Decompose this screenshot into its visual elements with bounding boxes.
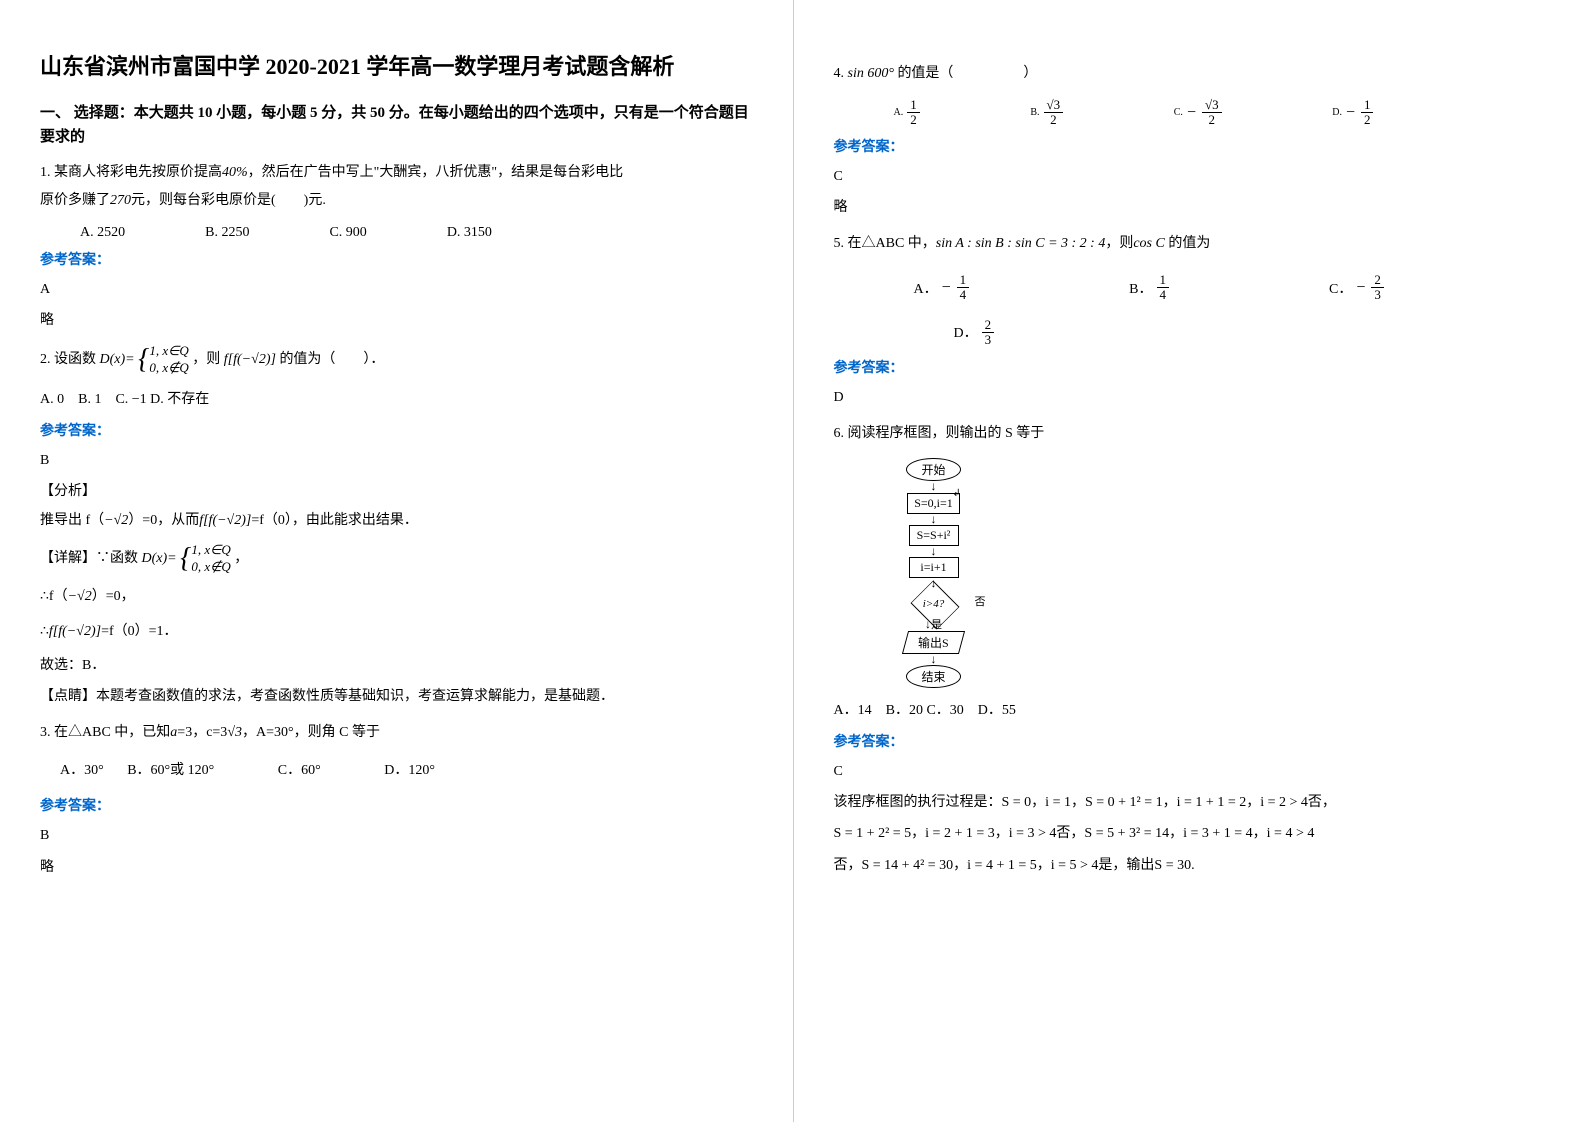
q1-brief: 略	[40, 308, 753, 333]
q2-conclusion: 故选：B．	[40, 653, 753, 678]
q3-answer-label: 参考答案：	[40, 795, 753, 815]
q5-answer: D	[834, 385, 1548, 410]
q1-text-b: ，然后在广告中写上"大酬宾，八折优惠"，结果是每台彩电比	[248, 165, 623, 180]
q2-prefix: 2. 设函数	[40, 352, 96, 367]
q2-therefore-1: ∴f（−√2）=0，	[40, 584, 753, 611]
flowchart: 开始 ↓ S=0,i=1 ↲ ↓ S=S+i² ↓ i=i+1 ↓ i>4? 否…	[864, 458, 1004, 688]
q5-opt-d: D． 23	[954, 318, 995, 348]
q3-opt-b: B．60°或 120°	[127, 763, 214, 778]
q5-opt-c: C． − 23	[1329, 273, 1384, 303]
q2-mid: ，则	[192, 352, 220, 367]
q5-options-row2: D． 23	[954, 318, 1548, 348]
document-title: 山东省滨州市富国中学 2020-2021 学年高一数学理月考试题含解析	[40, 50, 753, 83]
q6-exec-c: 否，S = 14 + 4² = 30，i = 4 + 1 = 5，i = 5 >…	[834, 853, 1548, 878]
q2-suffix: 的值为（ ）．	[279, 352, 384, 367]
flow-no-label: 否	[975, 593, 986, 609]
q2-comment: 【点睛】本题考查函数值的求法，考查函数性质等基础知识，考查运算求解能力，是基础题…	[40, 684, 753, 709]
q3-brief: 略	[40, 855, 753, 880]
question-2: 2. 设函数 D(x)= { 1, x∈Q 0, x∉Q ，则 f[f(−√2)…	[40, 343, 753, 377]
flow-step: S=S+i²	[909, 525, 959, 546]
q2-analysis-label: 【分析】	[40, 480, 753, 500]
q3-answer: B	[40, 823, 753, 848]
q4-opt-a: A. 12	[894, 98, 920, 128]
q2-deduce: 推导出 f（−√2）=0，从而f[f(−√2)]=f（0），由此能求出结果．	[40, 508, 753, 535]
q2-dfunc-2: D(x)= { 1, x∈Q 0, x∉Q	[142, 551, 235, 566]
arrow-icon: ↓	[864, 656, 1004, 663]
q2-options: A. 0 B. 1 C. −1 D. 不存在	[40, 387, 753, 412]
q4-opt-c: C. − √32	[1174, 98, 1222, 128]
q5-opt-b: B． 14	[1129, 273, 1169, 303]
question-4: 4. sin 600° 的值是（ ）	[834, 60, 1548, 88]
q2-fexpr: f[f(−√2)]	[224, 352, 276, 367]
q4-answer: C	[834, 164, 1548, 189]
q3-opt-c: C．60°	[278, 763, 321, 778]
arrow-icon: ↓	[864, 548, 1004, 555]
flow-yes-label: 是	[931, 619, 942, 631]
q2-therefore-2: ∴f[f(−√2)]=f（0）=1．	[40, 619, 753, 646]
q6-exec-b: S = 1 + 2² = 5，i = 2 + 1 = 3，i = 3 > 4否，…	[834, 821, 1548, 846]
q4-answer-label: 参考答案：	[834, 136, 1548, 156]
piecewise-icon: { 1, x∈Q 0, x∉Q	[138, 343, 189, 377]
flow-cond: i>4?	[904, 589, 964, 619]
q1-text-a: 1. 某商人将彩电先按原价提高	[40, 165, 222, 180]
right-page: 4. sin 600° 的值是（ ） A. 12 B. √32 C. − √32…	[794, 0, 1587, 1122]
q1-opt-c: C. 900	[329, 225, 366, 241]
q4-options: A. 12 B. √32 C. − √32 D. − 12	[834, 98, 1394, 128]
q4-opt-d: D. − 12	[1332, 98, 1373, 128]
piecewise-icon-2: { 1, x∈Q 0, x∉Q	[180, 542, 231, 576]
arrow-icon: ↓	[864, 483, 1004, 490]
q1-answer-label: 参考答案：	[40, 249, 753, 269]
flow-start: 开始	[906, 458, 960, 481]
q1-opt-a: A. 2520	[80, 225, 125, 241]
section-heading: 一、 选择题：本大题共 10 小题，每小题 5 分，共 50 分。在每小题给出的…	[40, 101, 753, 149]
q4-opt-b: B. √32	[1030, 98, 1063, 128]
flow-end: 结束	[906, 665, 960, 688]
q3-options: A．30° B．60°或 120° C．60° D．120°	[40, 757, 753, 785]
left-page: 山东省滨州市富国中学 2020-2021 学年高一数学理月考试题含解析 一、 选…	[0, 0, 794, 1122]
q3-opt-a: A．30°	[60, 763, 104, 778]
q1-opt-d: D. 3150	[447, 225, 492, 241]
arrow-icon: ↓是	[864, 621, 1004, 629]
q1-percent: 40%	[222, 165, 248, 180]
arrow-icon: ↓	[864, 516, 1004, 523]
q1-answer: A	[40, 277, 753, 302]
q6-exec-a: 该程序框图的执行过程是：S = 0，i = 1，S = 0 + 1² = 1，i…	[834, 790, 1548, 815]
q1-text-d: 元，则每台彩电原价是( )元.	[131, 193, 326, 208]
q6-options: A．14 B．20 C．30 D．55	[834, 698, 1548, 723]
flow-output: 输出S	[902, 631, 965, 654]
q1-amount: 270	[110, 193, 131, 208]
flow-inc: i=i+1	[909, 557, 959, 578]
question-3: 3. 在△ABC 中，已知a=3，c=3√3，A=30°，则角 C 等于	[40, 719, 753, 747]
question-5: 5. 在△ABC 中，sin A : sin B : sin C = 3 : 2…	[834, 230, 1548, 258]
flow-cond-wrap: i>4? 否	[864, 589, 1004, 619]
question-1: 1. 某商人将彩电先按原价提高40%，然后在广告中写上"大酬宾，八折优惠"，结果…	[40, 159, 753, 215]
q2-detail: 【详解】∵函数 D(x)= { 1, x∈Q 0, x∉Q ，	[40, 542, 753, 576]
q5-options-row1: A． − 14 B． 14 C． − 23	[914, 273, 1548, 303]
flow-init: S=0,i=1 ↲	[907, 493, 960, 514]
q5-answer-label: 参考答案：	[834, 357, 1548, 377]
q6-answer: C	[834, 759, 1548, 784]
q2-answer: B	[40, 448, 753, 473]
q4-brief: 略	[834, 195, 1548, 220]
q3-opt-d: D．120°	[384, 763, 435, 778]
question-6: 6. 阅读程序框图，则输出的 S 等于	[834, 420, 1548, 448]
q6-answer-label: 参考答案：	[834, 731, 1548, 751]
q2-answer-label: 参考答案：	[40, 420, 753, 440]
q1-text-c: 原价多赚了	[40, 193, 110, 208]
q1-opt-b: B. 2250	[205, 225, 249, 241]
q2-dfunc: D(x)= { 1, x∈Q 0, x∉Q	[100, 352, 193, 367]
q1-options: A. 2520 B. 2250 C. 900 D. 3150	[80, 225, 753, 241]
q5-opt-a: A． − 14	[914, 273, 970, 303]
